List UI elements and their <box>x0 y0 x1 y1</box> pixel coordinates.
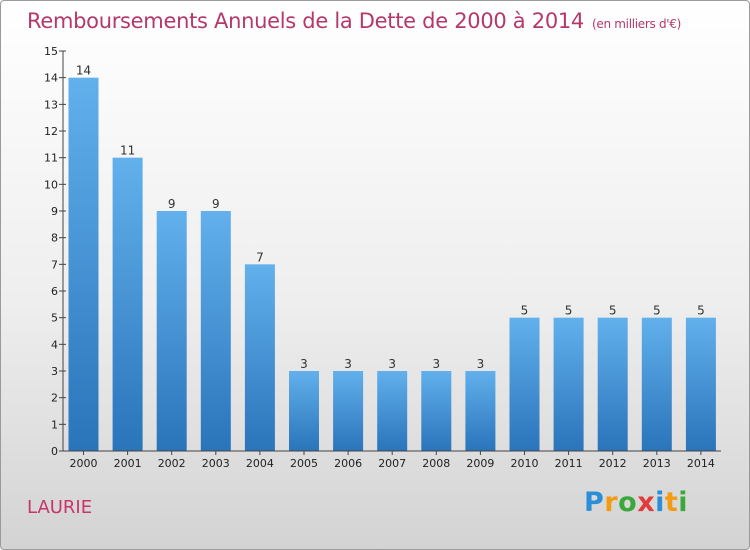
logo-letter: x <box>637 487 656 518</box>
logo-letter: i <box>678 487 689 518</box>
bar <box>244 264 275 451</box>
bar-data-label: 3 <box>300 357 308 371</box>
y-tick-label: 11 <box>44 152 58 165</box>
y-tick-label: 3 <box>51 365 58 378</box>
logo-letter: i <box>655 487 665 518</box>
logo-letter: r <box>604 487 619 518</box>
commune-name: LAURIE <box>27 497 93 518</box>
bar-data-label: 7 <box>256 250 264 264</box>
y-tick-label: 10 <box>44 178 58 191</box>
bar <box>509 317 540 451</box>
y-tick-label: 12 <box>44 125 58 138</box>
bar <box>377 371 408 451</box>
x-tick-label: 2006 <box>334 457 362 470</box>
chart-title-text: Remboursements Annuels de la Dette de 20… <box>27 9 584 33</box>
bar <box>333 371 364 451</box>
bar-data-label: 5 <box>697 304 705 318</box>
bar <box>68 77 99 452</box>
logo-letter: t <box>664 487 679 518</box>
x-tick-label: 2008 <box>422 457 450 470</box>
logo-letter: P <box>584 487 605 518</box>
bar <box>289 371 319 451</box>
bar-data-label: 9 <box>168 197 176 211</box>
bar-data-label: 3 <box>432 357 440 371</box>
x-tick-label: 2000 <box>70 457 98 470</box>
bar-data-label: 9 <box>212 197 220 211</box>
bar-data-label: 5 <box>565 304 573 318</box>
bar-data-label: 14 <box>76 64 91 78</box>
bar <box>156 211 187 451</box>
x-tick-label: 2010 <box>511 457 539 470</box>
logo-letter: o <box>618 487 638 518</box>
bar <box>685 317 716 451</box>
x-tick-label: 2005 <box>290 457 318 470</box>
y-tick-label: 4 <box>51 338 58 351</box>
y-tick-label: 14 <box>44 72 58 85</box>
y-tick-label: 9 <box>51 205 58 218</box>
bar <box>597 317 628 451</box>
bar <box>553 317 584 451</box>
y-tick-label: 0 <box>51 445 58 458</box>
x-tick-label: 2012 <box>599 457 627 470</box>
bar <box>200 211 231 451</box>
bar <box>465 371 496 451</box>
bar-data-label: 11 <box>120 144 135 158</box>
proxiti-logo: Proxiti <box>584 487 688 518</box>
y-tick-label: 7 <box>51 258 58 271</box>
bar-data-label: 3 <box>388 357 396 371</box>
x-tick-label: 2011 <box>555 457 583 470</box>
x-tick-label: 2002 <box>158 457 186 470</box>
bar <box>421 371 452 451</box>
x-tick-label: 2014 <box>687 457 715 470</box>
x-tick-label: 2009 <box>466 457 494 470</box>
y-tick-label: 15 <box>44 45 58 58</box>
bar-data-label: 5 <box>521 304 529 318</box>
y-tick-label: 6 <box>51 285 58 298</box>
x-tick-label: 2003 <box>202 457 230 470</box>
bar-data-label: 5 <box>609 304 617 318</box>
y-tick-label: 8 <box>51 232 58 245</box>
x-tick-label: 2007 <box>378 457 406 470</box>
x-tick-label: 2004 <box>246 457 274 470</box>
bar-data-label: 3 <box>344 357 352 371</box>
bar-data-label: 5 <box>653 304 661 318</box>
bar <box>112 157 143 451</box>
x-tick-label: 2001 <box>114 457 142 470</box>
chart-title: Remboursements Annuels de la Dette de 20… <box>27 9 681 33</box>
y-tick-label: 13 <box>44 98 58 111</box>
bar <box>641 317 672 451</box>
chart-unit: (en milliers d'€) <box>592 17 682 31</box>
y-tick-label: 1 <box>51 418 58 431</box>
y-tick-label: 2 <box>51 392 58 405</box>
x-tick-label: 2013 <box>643 457 671 470</box>
bar-data-label: 3 <box>477 357 485 371</box>
y-tick-label: 5 <box>51 312 58 325</box>
